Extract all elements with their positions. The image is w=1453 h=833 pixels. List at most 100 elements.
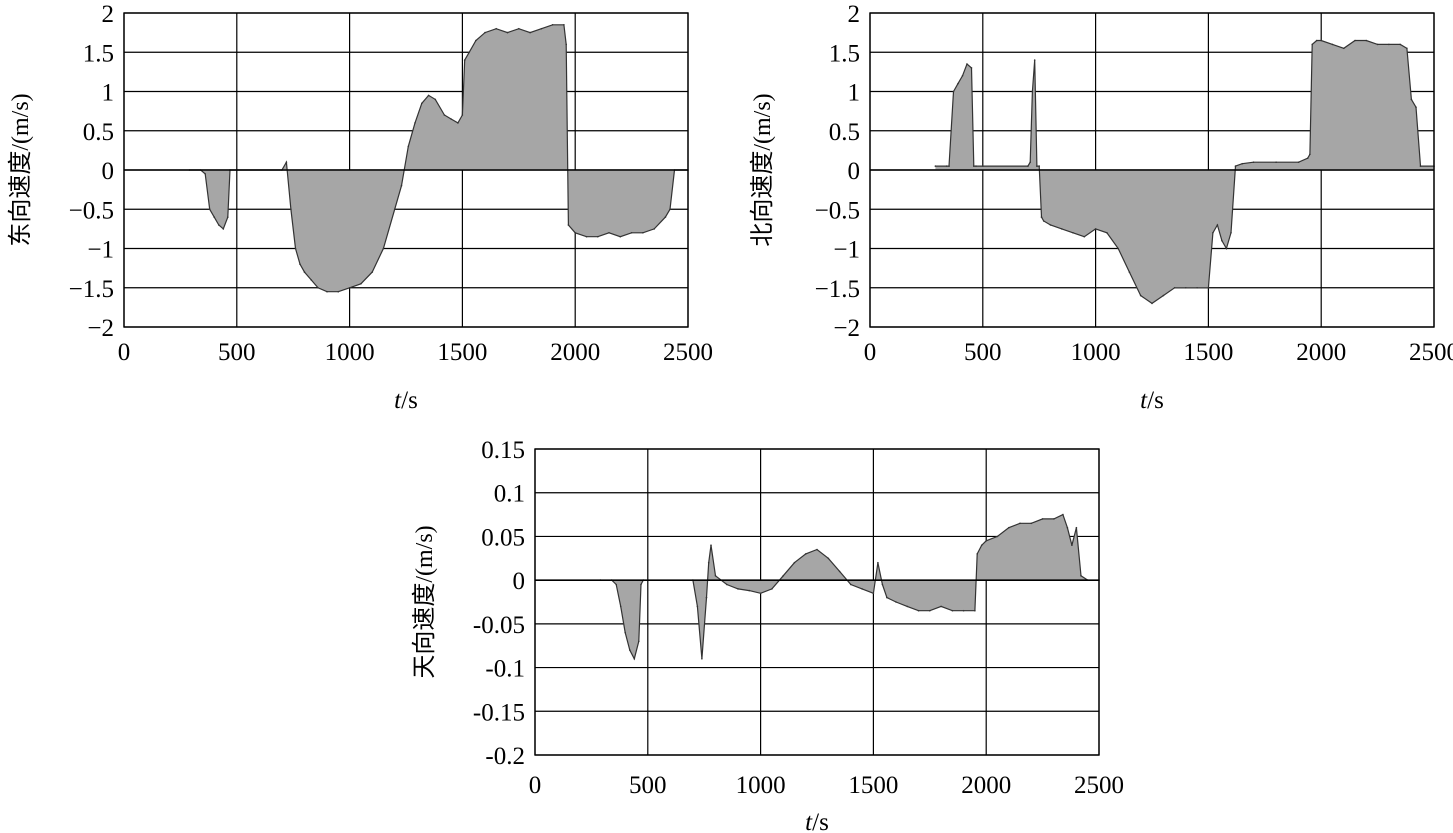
data-point [619, 235, 622, 238]
data-point [1306, 157, 1309, 159]
data-point [434, 98, 437, 101]
data-point [934, 165, 937, 167]
data-point [976, 553, 978, 555]
data-point [975, 165, 977, 167]
data-point [872, 592, 875, 595]
data-point [985, 540, 987, 542]
data-point [1320, 39, 1322, 42]
chart-2: 21.510.50−0.5−1−1.5−20 500 1000 1500 2000 250… [749, 1, 1453, 414]
y-tick-label: −1.5 [69, 276, 114, 303]
data-point [642, 232, 644, 234]
x-axis-label: t/s [1140, 387, 1164, 414]
data-point [1139, 294, 1142, 297]
y-tick-label: 0.15 [481, 437, 525, 464]
x-tick-label: 2000 [961, 772, 1011, 799]
y-tick-label: −1 [833, 237, 860, 264]
data-point [1071, 544, 1073, 546]
data-point [585, 235, 588, 238]
data-point [1031, 90, 1034, 93]
data-point [1297, 161, 1300, 163]
data-point [906, 605, 908, 608]
y-axis-label: 天向速度/(m/s) [411, 525, 438, 678]
data-point [337, 290, 340, 293]
data-point [1241, 162, 1243, 165]
data-point [1221, 239, 1223, 242]
y-tick-label: −2 [87, 315, 114, 342]
plot-frame [123, 12, 689, 328]
data-point [714, 575, 717, 577]
data-point [317, 287, 319, 289]
data-point [804, 553, 807, 555]
data-point [945, 165, 948, 167]
data-point [1275, 161, 1277, 163]
data-point [1029, 161, 1031, 163]
data-point [952, 90, 955, 93]
data-point [468, 51, 471, 54]
data-point [551, 24, 554, 26]
x-tick-label: 1000 [736, 772, 786, 799]
series-area-1 [935, 40, 1434, 304]
x-tick-label: 1500 [1183, 339, 1233, 366]
data-point [299, 263, 301, 266]
data-point [633, 658, 636, 660]
data-point [393, 208, 396, 211]
y-tick-label: −1.5 [815, 276, 860, 303]
data-point [838, 570, 841, 573]
data-point [1033, 59, 1036, 61]
y-tick-label: 0 [102, 158, 115, 185]
data-point [957, 82, 959, 85]
data-point [563, 24, 565, 26]
y-tick-label: −2 [833, 315, 860, 342]
x-tick-label: 1000 [1071, 339, 1121, 366]
data-point [782, 575, 784, 577]
data-point [638, 640, 640, 643]
data-point [208, 208, 211, 211]
data-point [540, 27, 543, 30]
data-point [771, 588, 773, 590]
data-point [326, 290, 328, 293]
data-point [737, 588, 739, 590]
data-point [615, 583, 617, 586]
data-point [664, 216, 667, 218]
y-tick-label: −0.5 [815, 197, 860, 224]
y-tick-label: 0.5 [829, 119, 860, 146]
y-tick-label: -0.1 [485, 656, 525, 683]
data-point [574, 232, 576, 234]
data-point [877, 561, 879, 564]
data-point [973, 165, 975, 167]
data-point [484, 31, 486, 34]
data-point [881, 583, 884, 586]
data-point [1083, 235, 1086, 238]
data-point [1354, 39, 1356, 42]
data-point [1212, 232, 1214, 234]
x-tick-label: 1500 [437, 339, 487, 366]
data-point [1406, 47, 1408, 50]
x-tick-label: 2000 [550, 339, 600, 366]
data-point [518, 27, 520, 30]
data-point [475, 39, 477, 42]
data-point [450, 118, 452, 120]
data-point [1075, 526, 1078, 529]
data-point [1072, 232, 1074, 234]
data-point [457, 122, 459, 124]
data-point [1042, 220, 1045, 222]
data-point [917, 609, 920, 612]
data-point [929, 609, 931, 612]
data-point [1008, 526, 1010, 529]
data-point [218, 224, 220, 226]
plot-frame [534, 448, 1100, 756]
data-point [982, 165, 984, 167]
data-point [303, 271, 306, 273]
x-tick-label: 2000 [1296, 339, 1346, 366]
x-axis-label: t/s [394, 387, 418, 414]
data-point [640, 583, 642, 586]
x-tick-label: 1500 [848, 772, 898, 799]
data-point [886, 596, 888, 599]
x-tick-label: 2500 [1409, 339, 1453, 366]
y-tick-label: 0.05 [481, 524, 525, 551]
series-area-1 [600, 514, 1099, 659]
x-tick-label: 500 [629, 772, 667, 799]
y-tick-label: −1 [87, 237, 114, 264]
data-point [1094, 228, 1097, 230]
data-point [213, 216, 215, 218]
